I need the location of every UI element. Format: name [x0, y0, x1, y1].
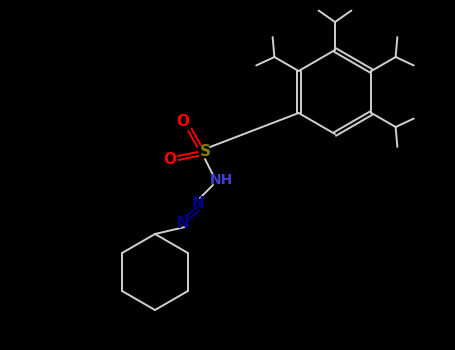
- Text: NH: NH: [209, 173, 233, 187]
- Text: S: S: [199, 145, 211, 160]
- Text: N: N: [177, 217, 189, 231]
- Text: O: O: [177, 114, 189, 130]
- Text: O: O: [163, 153, 177, 168]
- Text: N: N: [192, 196, 204, 211]
